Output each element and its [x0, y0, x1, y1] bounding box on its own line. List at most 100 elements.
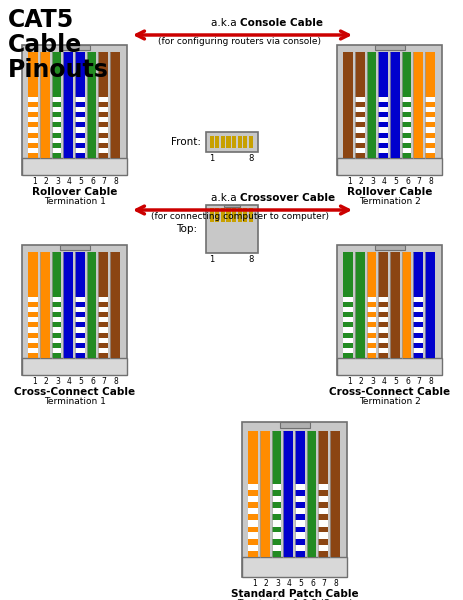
Bar: [237, 136, 241, 148]
Text: Top:: Top:: [175, 224, 197, 234]
Text: Termination 2: Termination 2: [358, 397, 420, 406]
Bar: [51, 143, 61, 148]
Bar: [98, 252, 108, 296]
Bar: [377, 52, 387, 97]
Bar: [248, 502, 257, 508]
Bar: [248, 539, 257, 545]
Text: 1: 1: [251, 579, 256, 588]
Bar: [343, 312, 352, 317]
Bar: [28, 322, 38, 328]
Text: 6: 6: [90, 177, 95, 186]
Text: 3: 3: [55, 177, 60, 186]
Text: 5: 5: [393, 177, 397, 186]
Bar: [51, 333, 61, 338]
Bar: [28, 133, 38, 137]
Bar: [377, 312, 387, 317]
Bar: [206, 132, 257, 152]
Text: 7: 7: [416, 177, 421, 186]
Bar: [306, 484, 316, 557]
Bar: [75, 333, 84, 338]
Text: Cross-Connect Cable: Cross-Connect Cable: [14, 387, 135, 397]
Bar: [40, 252, 50, 296]
Bar: [294, 539, 304, 545]
Bar: [98, 112, 108, 117]
Bar: [343, 333, 352, 338]
Bar: [389, 296, 399, 358]
Text: 7: 7: [101, 377, 106, 386]
Bar: [75, 112, 84, 117]
Bar: [294, 490, 304, 496]
Text: 3: 3: [369, 377, 374, 386]
Bar: [28, 312, 38, 317]
Bar: [337, 358, 442, 375]
Bar: [329, 484, 339, 557]
Bar: [271, 551, 281, 557]
Bar: [377, 143, 387, 148]
Bar: [343, 353, 352, 358]
Bar: [75, 52, 84, 97]
Text: 1: 1: [346, 377, 351, 386]
Bar: [401, 153, 410, 158]
Bar: [248, 208, 252, 222]
Bar: [224, 205, 239, 207]
Bar: [377, 353, 387, 358]
Bar: [413, 312, 422, 317]
Text: 6: 6: [90, 377, 95, 386]
Bar: [248, 431, 257, 484]
Bar: [294, 551, 304, 557]
Bar: [271, 502, 281, 508]
Bar: [343, 97, 352, 158]
Bar: [375, 245, 404, 250]
Bar: [318, 490, 327, 496]
Bar: [424, 153, 434, 158]
Bar: [98, 52, 108, 97]
Bar: [226, 136, 230, 148]
Bar: [377, 296, 387, 358]
Bar: [343, 302, 352, 307]
Text: 3: 3: [275, 579, 279, 588]
Text: 8: 8: [113, 177, 118, 186]
Bar: [354, 122, 364, 127]
Text: a.k.a: a.k.a: [211, 18, 239, 28]
Bar: [110, 97, 119, 158]
Bar: [75, 153, 84, 158]
Bar: [75, 296, 84, 358]
Text: Console Cable: Console Cable: [239, 18, 322, 28]
Bar: [87, 252, 96, 296]
Text: 6: 6: [309, 579, 314, 588]
Bar: [354, 296, 364, 358]
Bar: [354, 52, 364, 97]
Text: Crossover Cable: Crossover Cable: [239, 193, 334, 203]
Bar: [318, 502, 327, 508]
Bar: [110, 296, 119, 358]
Bar: [60, 45, 89, 50]
Bar: [377, 112, 387, 117]
Bar: [283, 431, 292, 484]
Text: 2: 2: [44, 377, 48, 386]
Bar: [259, 431, 269, 484]
Bar: [354, 102, 364, 107]
Bar: [51, 122, 61, 127]
Bar: [271, 514, 281, 520]
Bar: [22, 45, 127, 175]
Text: 1: 1: [31, 177, 37, 186]
Text: 1: 1: [346, 177, 351, 186]
Text: 2: 2: [263, 579, 268, 588]
Bar: [63, 252, 73, 296]
Bar: [401, 122, 410, 127]
Text: 5: 5: [78, 177, 83, 186]
Bar: [389, 52, 399, 97]
Bar: [424, 112, 434, 117]
Bar: [28, 97, 38, 158]
Text: 8: 8: [113, 377, 118, 386]
Bar: [51, 322, 61, 328]
Bar: [354, 97, 364, 158]
Bar: [294, 527, 304, 532]
Bar: [75, 343, 84, 348]
Bar: [28, 296, 38, 358]
Bar: [401, 296, 410, 358]
Text: 8: 8: [428, 177, 432, 186]
Bar: [413, 302, 422, 307]
Bar: [248, 490, 257, 496]
Bar: [40, 97, 50, 158]
